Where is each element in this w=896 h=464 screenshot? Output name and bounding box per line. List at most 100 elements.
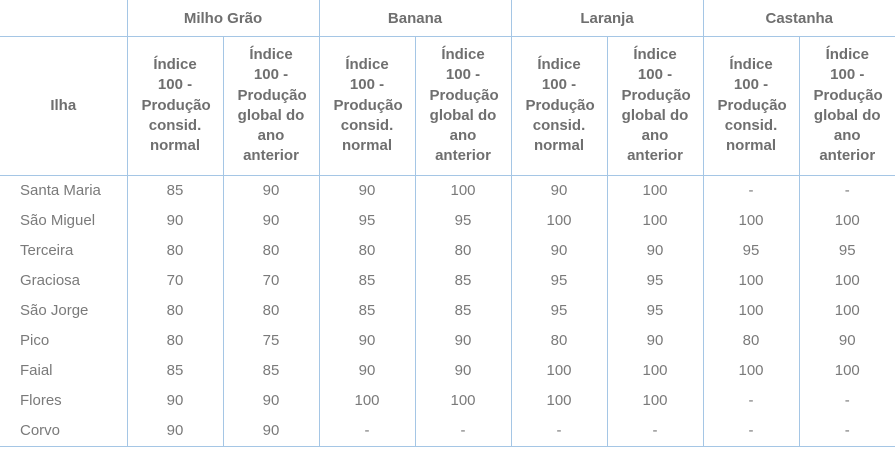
table-row: Pico 80 75 90 90 80 90 80 90 [0,325,896,356]
value-cell: 95 [606,265,704,296]
subheader-row: Ilha Índice 100 - Produção consid. norma… [0,36,896,176]
value-cell: 95 [510,265,607,296]
value-cell: 75 [222,325,319,356]
value-cell: 80 [126,295,223,326]
value-cell: 100 [702,265,800,296]
value-cell: 80 [318,235,415,266]
value-cell: 100 [606,385,704,416]
table-row: Corvo 90 90- - - - - - [0,415,896,446]
value-cell: 100 [798,295,896,326]
value-cell: 80 [702,325,800,356]
island-name: Terceira [20,242,74,259]
value-cell: 100 [606,175,704,206]
value-cell: - [798,175,896,206]
value-cell: 95 [414,205,511,236]
value-cell: 85 [126,355,223,386]
value-cell: 100 [414,385,511,416]
value-cell: 95 [702,235,800,266]
value-cell: - [798,415,896,446]
group-header-milho-grao: Milho Grão [126,0,319,37]
value-cell: - [318,415,415,446]
value-cell: 85 [414,295,511,326]
value-cell: 90 [126,415,223,446]
island-name: Faial [20,362,53,379]
row-header-label: Ilha [0,36,127,176]
value-cell: 70 [126,265,223,296]
value-cell: 95 [510,295,607,326]
island-name: Santa Maria [20,182,101,199]
value-cell: 85 [222,355,319,386]
value-cell: 95 [606,295,704,326]
value-cell: 90 [126,385,223,416]
subheader-global-anterior: Índice 100 - Produção global do ano ante… [222,36,319,176]
value-cell: 80 [414,235,511,266]
value-cell: 90 [798,325,896,356]
value-cell: 100 [798,265,896,296]
value-cell: - [702,175,800,206]
subheader-global-anterior: Índice 100 - Produção global do ano ante… [414,36,511,176]
value-cell: 70 [222,265,319,296]
value-cell: - [414,415,511,446]
island-name: Corvo [20,422,61,439]
island-name: São Jorge [20,302,89,319]
value-cell: 90 [222,205,319,236]
group-header-castanha: Castanha [702,0,896,37]
value-cell: - [606,415,704,446]
table-row: Terceira 80 80 80 80 90 90 95 95 [0,235,896,266]
value-cell: 90 [222,175,319,206]
value-cell: 100 [798,355,896,386]
value-cell: 100 [702,205,800,236]
value-cell: 95 [318,205,415,236]
table-row: Faial 85 85 90 90 100 100 100 100 [0,355,896,386]
subheader-consid-normal: Índice 100 - Produção consid. normal [510,36,607,176]
table-row: Santa Maria 85 90 90 100 90 100- - [0,175,896,206]
value-cell: 100 [414,175,511,206]
value-cell: 100 [702,295,800,326]
subheader-consid-normal: Índice 100 - Produção consid. normal [318,36,415,176]
subheader-consid-normal: Índice 100 - Produção consid. normal [702,36,800,176]
value-cell: 90 [318,325,415,356]
value-cell: 85 [318,295,415,326]
value-cell: 80 [222,235,319,266]
table-row: Graciosa 70 70 85 85 95 95 100 100 [0,265,896,296]
value-cell: 90 [222,415,319,446]
table-body: Santa Maria 85 90 90 100 90 100- - São Miguel 90 9… [0,175,896,446]
island-name: Graciosa [20,272,81,289]
value-cell: 95 [798,235,896,266]
value-cell: 85 [126,175,223,206]
value-cell: 100 [606,205,704,236]
value-cell: 90 [606,235,704,266]
value-cell: 90 [318,355,415,386]
table-row: São Jorge 80 80 85 85 95 95 100 100 [0,295,896,326]
island-name: São Miguel [20,212,96,229]
value-cell: 100 [318,385,415,416]
value-cell: 90 [414,355,511,386]
value-cell: 100 [510,205,607,236]
island-name: Flores [20,392,62,409]
group-header-laranja: Laranja [510,0,704,37]
value-cell: 85 [414,265,511,296]
value-cell: - [798,385,896,416]
value-cell: - [510,415,607,446]
value-cell: 80 [126,325,223,356]
value-cell: - [702,385,800,416]
value-cell: 90 [510,175,607,206]
production-index-table: Milho Grão Banana Laranja Castanha Ilha … [0,0,896,447]
value-cell: 90 [318,175,415,206]
value-cell: 90 [126,205,223,236]
value-cell: 80 [126,235,223,266]
value-cell: 90 [414,325,511,356]
table-header: Milho Grão Banana Laranja Castanha Ilha … [0,0,896,176]
table-row: Flores 90 90 100 100 100 100- - [0,385,896,416]
value-cell: 100 [510,355,607,386]
island-name: Pico [20,332,50,349]
value-cell: 100 [606,355,704,386]
value-cell: 80 [222,295,319,326]
subheader-consid-normal: Índice 100 - Produção consid. normal [126,36,223,176]
value-cell: 90 [510,235,607,266]
table-row: São Miguel 90 90 95 95 100 100 100 100 [0,205,896,236]
value-cell: 85 [318,265,415,296]
subheader-global-anterior: Índice 100 - Produção global do ano ante… [606,36,704,176]
value-cell: 80 [510,325,607,356]
